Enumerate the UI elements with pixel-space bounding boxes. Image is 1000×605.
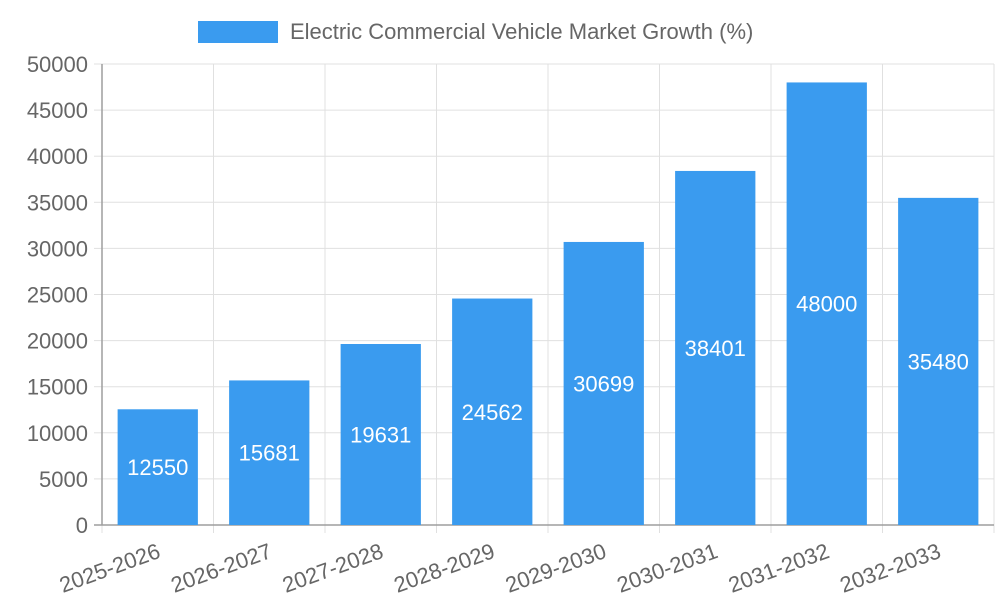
bar-value-label: 24562 (462, 400, 523, 425)
bar-value-label: 30699 (573, 371, 634, 396)
x-tick-label: 2029-2030 (502, 538, 609, 597)
y-tick-label: 45000 (27, 98, 88, 123)
legend-swatch (198, 21, 278, 43)
bar-value-label: 38401 (685, 336, 746, 361)
bar[interactable] (229, 380, 310, 525)
y-tick-label: 30000 (27, 236, 88, 261)
y-tick-label: 25000 (27, 283, 88, 308)
bar-value-label: 48000 (796, 292, 857, 317)
x-tick-label: 2031-2032 (725, 538, 832, 597)
bars (117, 82, 979, 526)
x-tick-label: 2032-2033 (837, 538, 944, 597)
bar-value-label: 15681 (239, 441, 300, 466)
x-tick-label: 2027-2028 (279, 538, 386, 597)
x-tick-label: 2026-2027 (168, 538, 275, 597)
bar-value-label: 12550 (127, 455, 188, 480)
y-tick-label: 10000 (27, 421, 88, 446)
y-tick-label: 50000 (27, 52, 88, 77)
x-tick-label: 2030-2031 (614, 538, 721, 597)
legend-label: Electric Commercial Vehicle Market Growt… (290, 19, 753, 44)
bar-value-label: 19631 (350, 423, 411, 448)
bar[interactable] (117, 409, 198, 525)
y-axis-tick-labels: 0 5000 10000 15000 20000 25000 30000 35000 40000… (27, 52, 88, 538)
bar[interactable] (563, 241, 644, 526)
bar[interactable] (786, 82, 867, 525)
y-tick-label: 0 (76, 513, 88, 538)
bar[interactable] (898, 197, 979, 526)
x-axis-tick-labels: 2025-2026 2026-2027 2027-2028 2028-2029 2029… (56, 538, 944, 597)
y-tick-label: 5000 (39, 467, 88, 492)
bar-value-label: 35480 (908, 349, 969, 374)
gridlines (102, 63, 995, 525)
bar[interactable] (340, 344, 421, 525)
bar[interactable] (675, 170, 756, 525)
x-tick-label: 2028-2029 (391, 538, 498, 597)
bar[interactable] (452, 298, 533, 525)
y-tick-label: 35000 (27, 190, 88, 215)
data-labels: 12550 15681 19631 24562 30699 38401 48000 35480 (127, 292, 969, 480)
y-tick-label: 40000 (27, 144, 88, 169)
y-tick-label: 20000 (27, 329, 88, 354)
legend[interactable]: Electric Commercial Vehicle Market Growt… (198, 19, 753, 44)
x-tick-label: 2025-2026 (56, 538, 163, 597)
y-tick-label: 15000 (27, 375, 88, 400)
